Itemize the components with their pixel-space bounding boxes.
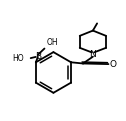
Text: N: N	[90, 50, 96, 59]
Text: OH: OH	[46, 38, 58, 47]
Text: O: O	[110, 60, 117, 69]
Text: HO: HO	[12, 54, 24, 63]
Text: B: B	[35, 52, 41, 61]
